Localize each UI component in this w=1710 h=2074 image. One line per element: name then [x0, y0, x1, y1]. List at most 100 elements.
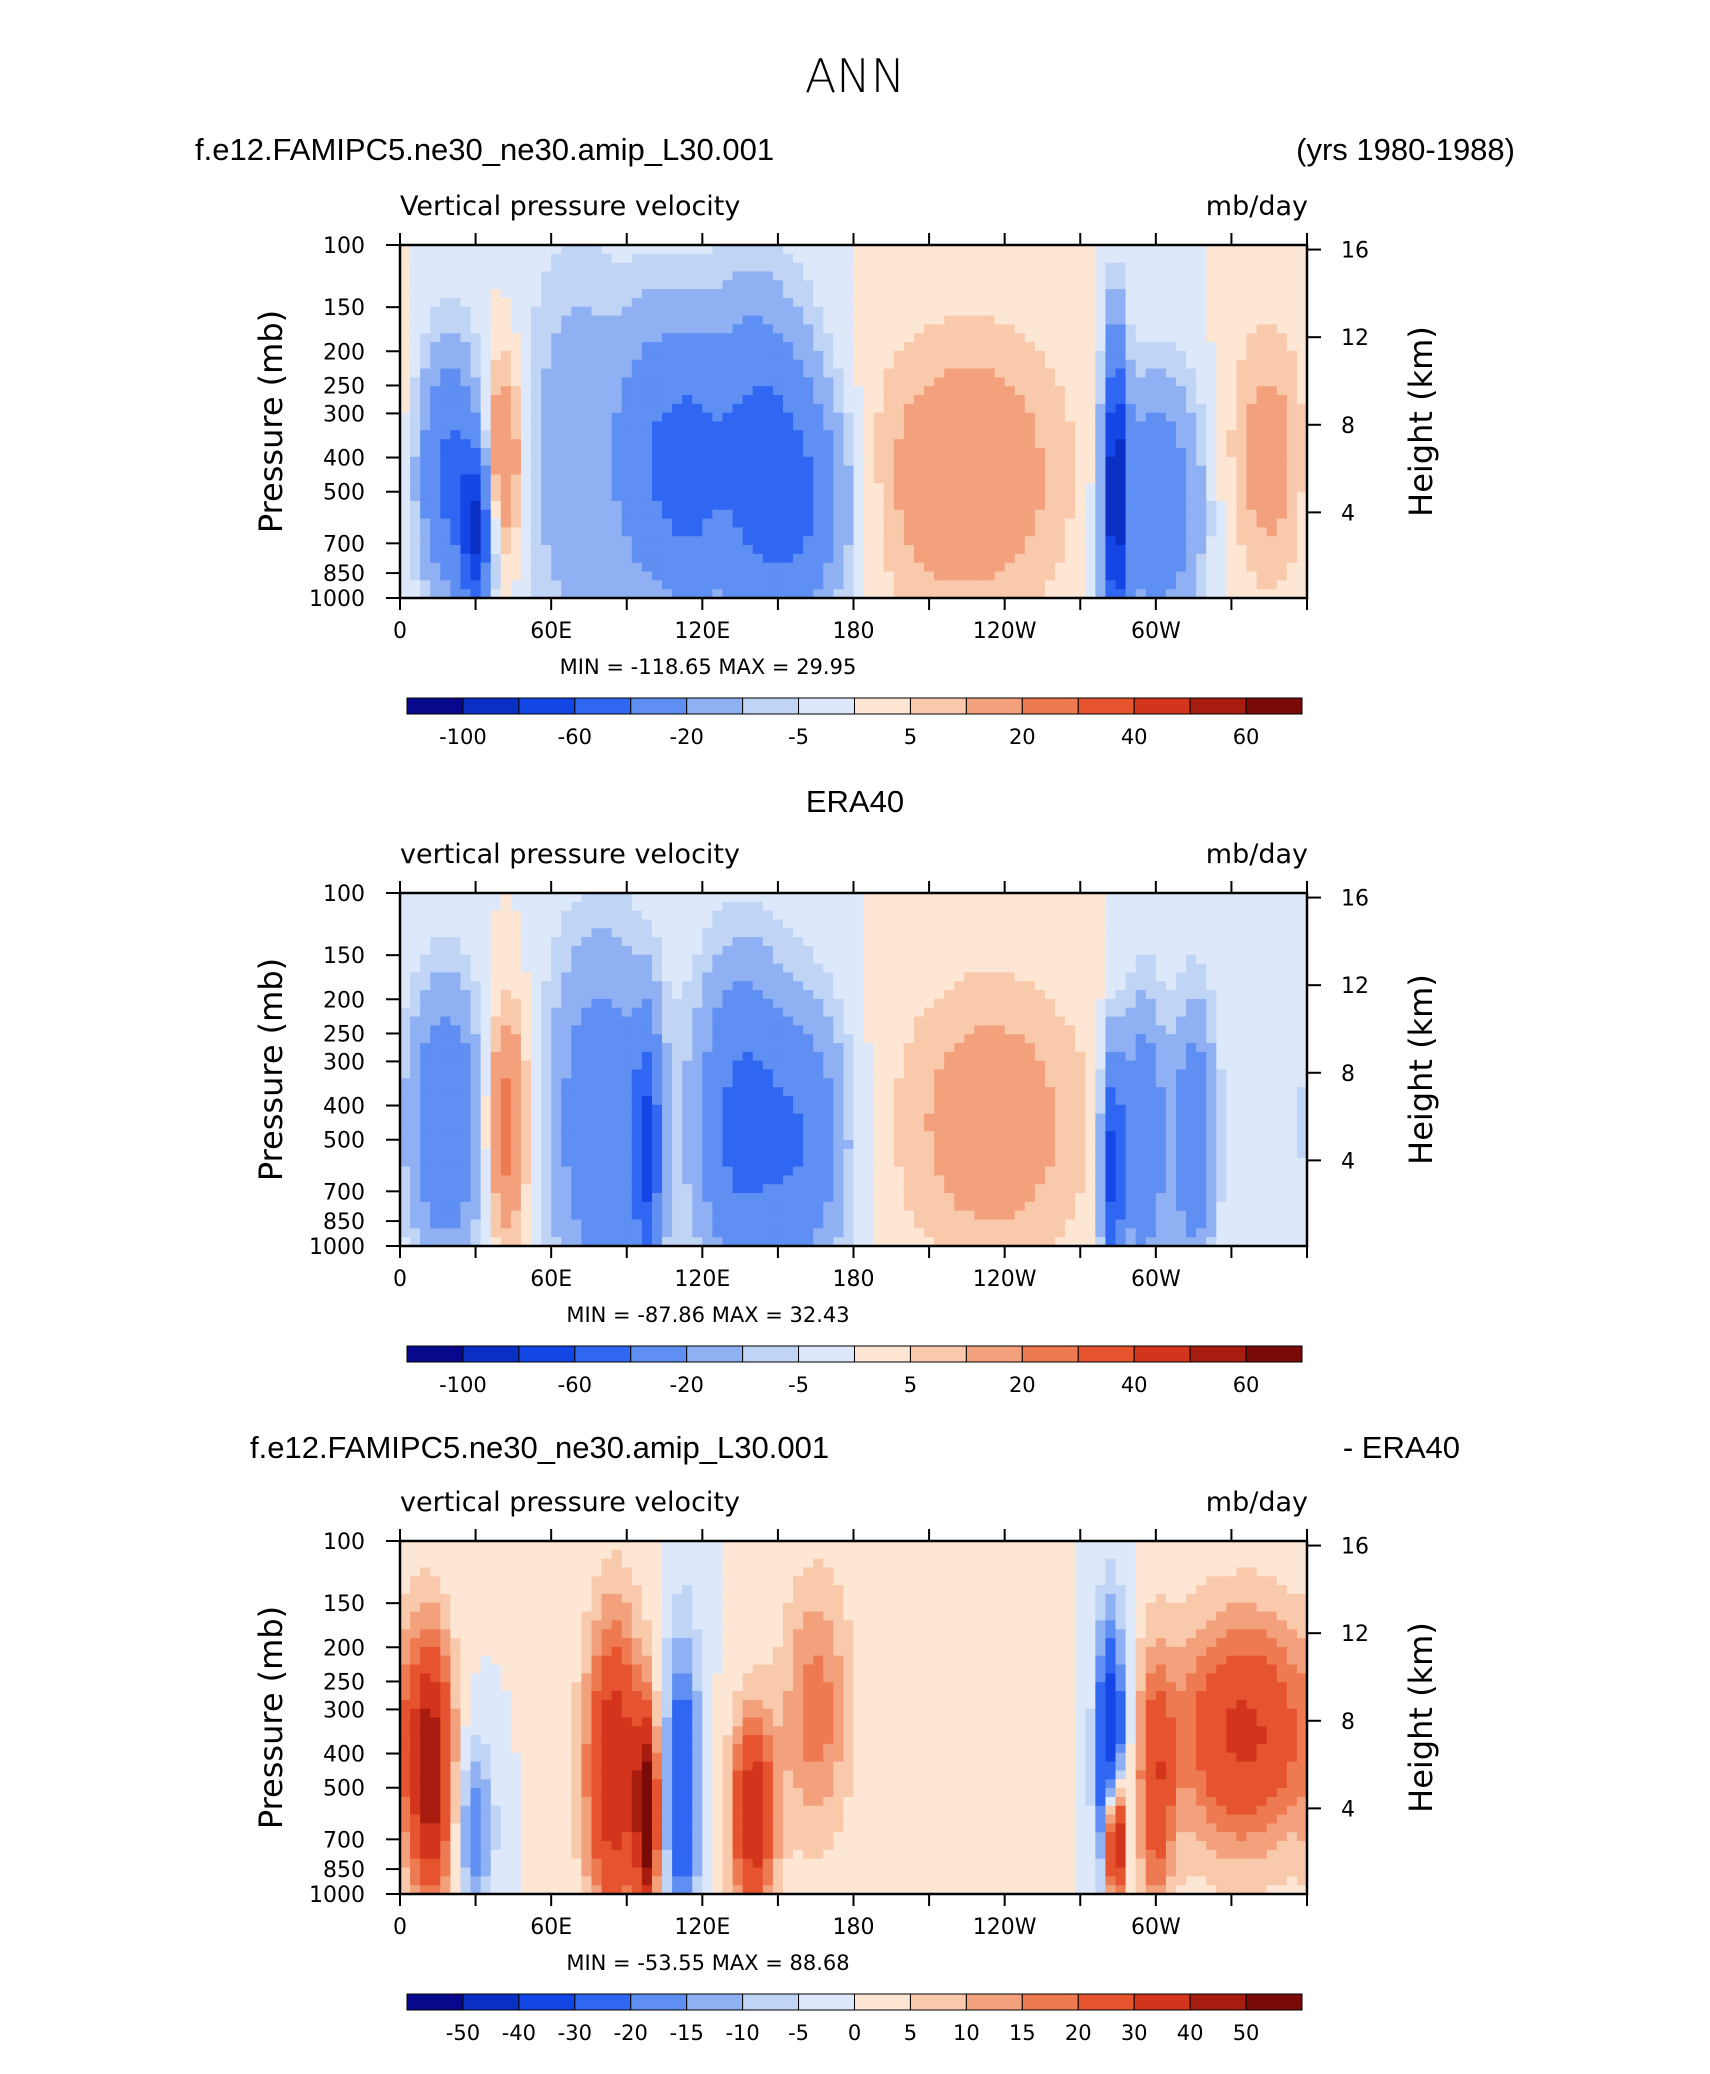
heatmap-cell [1166, 972, 1177, 981]
heatmap-cell [460, 413, 471, 422]
heatmap-cell [1045, 563, 1056, 572]
heatmap-cell [924, 324, 935, 333]
heatmap-cell [450, 448, 461, 457]
heatmap-cell [541, 369, 552, 378]
heatmap-cell [733, 439, 744, 448]
heatmap-cell [722, 360, 733, 369]
heatmap-cell [1176, 351, 1187, 360]
colorbar-box [687, 698, 743, 714]
heatmap-cell [1055, 245, 1066, 254]
heatmap-cell [874, 483, 885, 492]
heatmap-cell [642, 981, 653, 990]
heatmap-cell [1277, 928, 1288, 937]
heatmap-cell [440, 990, 451, 999]
heatmap-cell [1105, 955, 1116, 964]
heatmap-cell [944, 369, 955, 378]
heatmap-cell [1015, 527, 1026, 536]
heatmap-cell [904, 536, 915, 545]
heatmap-cell [1005, 254, 1016, 263]
heatmap-cell [1186, 554, 1197, 563]
heatmap-cell [1257, 1008, 1268, 1017]
heatmap-cell [1166, 413, 1177, 422]
heatmap-cell [682, 369, 693, 378]
heatmap-cell [692, 404, 703, 413]
heatmap-cell [924, 946, 935, 955]
heatmap-cell [813, 563, 824, 572]
heatmap-cell [521, 430, 532, 439]
heatmap-cell [1105, 413, 1116, 422]
heatmap-cell [1126, 946, 1137, 955]
heatmap-cell [511, 911, 522, 920]
heatmap-cell [773, 413, 784, 422]
heatmap-cell [491, 510, 502, 519]
heatmap-cell [1267, 263, 1278, 272]
heatmap-cell [491, 519, 502, 528]
heatmap-cell [934, 342, 945, 351]
heatmap-cell [783, 928, 794, 937]
heatmap-cell [1277, 369, 1288, 378]
heatmap-cell [1136, 536, 1147, 545]
heatmap-cell [914, 271, 925, 280]
heatmap-cell [1065, 422, 1076, 431]
heatmap-cell [874, 254, 885, 263]
heatmap-cell [531, 351, 542, 360]
heatmap-cell [733, 911, 744, 920]
heatmap-cell [642, 342, 653, 351]
heatmap-cell [1267, 554, 1278, 563]
heatmap-cell [1095, 316, 1106, 325]
heatmap-cell [1045, 422, 1056, 431]
heatmap-cell [1277, 404, 1288, 413]
heatmap-cell [1196, 572, 1207, 581]
heatmap-cell [884, 430, 895, 439]
heatmap-cell [410, 510, 421, 519]
heatmap-cell [793, 990, 804, 999]
heatmap-cell [783, 911, 794, 920]
heatmap-cell [944, 360, 955, 369]
heatmap-cell [642, 271, 653, 280]
heatmap-cell [773, 430, 784, 439]
heatmap-cell [581, 316, 592, 325]
heatmap-cell [904, 404, 915, 413]
heatmap-cell [874, 474, 885, 483]
heatmap-cell [702, 316, 713, 325]
heatmap-cell [541, 964, 552, 973]
heatmap-cell [1166, 289, 1177, 298]
heatmap-cell [803, 360, 814, 369]
heatmap-cell [1015, 430, 1026, 439]
heatmap-cell [813, 289, 824, 298]
heatmap-cell [985, 413, 996, 422]
heatmap-cell [602, 1008, 613, 1017]
heatmap-cell [1005, 999, 1016, 1008]
heatmap-cell [531, 422, 542, 431]
heatmap-cell [591, 999, 602, 1008]
heatmap-cell [1267, 404, 1278, 413]
heatmap-cell [1116, 245, 1127, 254]
heatmap-cell [541, 955, 552, 964]
heatmap-cell [753, 545, 764, 554]
heatmap-cell [531, 413, 542, 422]
heatmap-cell [1216, 545, 1227, 554]
heatmap-cell [934, 377, 945, 386]
heatmap-cell [1257, 333, 1268, 342]
heatmap-cell [1005, 466, 1016, 475]
heatmap-cell [753, 307, 764, 316]
heatmap-cell [662, 893, 673, 902]
heatmap-cell [672, 351, 683, 360]
heatmap-cell [783, 307, 794, 316]
heatmap-cell [1216, 316, 1227, 325]
heatmap-cell [813, 280, 824, 289]
heatmap-cell [702, 413, 713, 422]
heatmap-cell [672, 395, 683, 404]
heatmap-cell [702, 333, 713, 342]
heatmap-cell [1105, 580, 1116, 589]
heatmap-cell [854, 928, 865, 937]
heatmap-cell [712, 316, 723, 325]
heatmap-cell [1277, 519, 1288, 528]
heatmap-cell [1065, 492, 1076, 501]
heatmap-cell [400, 439, 411, 448]
heatmap-cell [763, 377, 774, 386]
heatmap-cell [430, 351, 441, 360]
heatmap-cell [954, 990, 965, 999]
heatmap-cell [420, 369, 431, 378]
heatmap-cell [501, 316, 512, 325]
